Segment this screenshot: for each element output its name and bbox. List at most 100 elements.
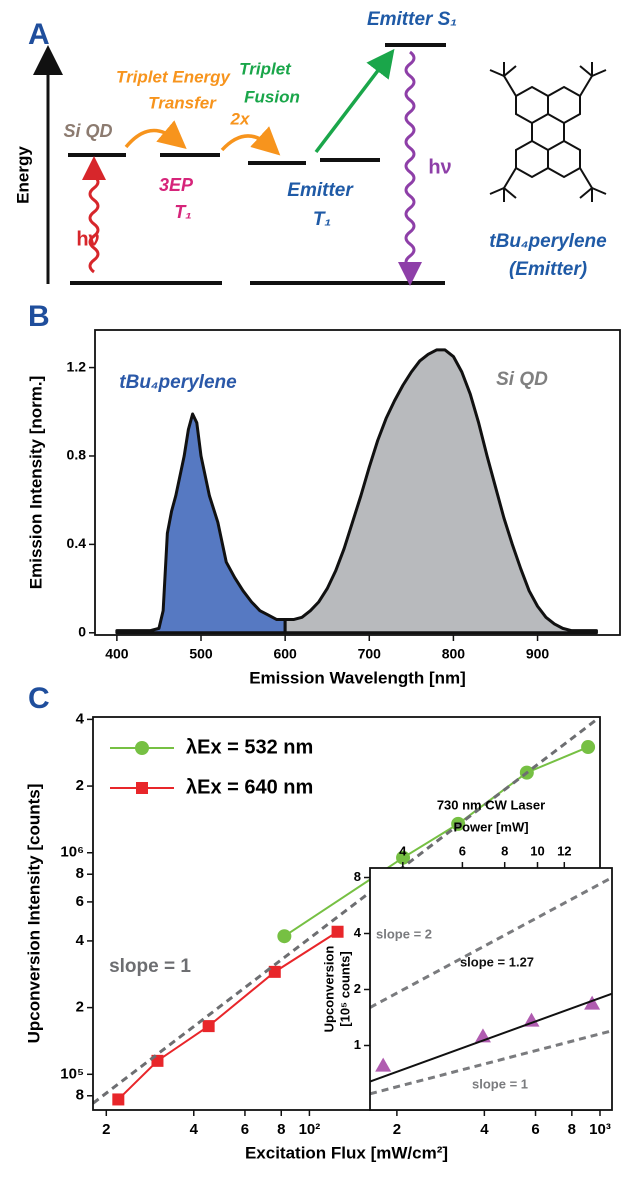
panel-label: A <box>28 18 50 51</box>
x-tick-label: 4 <box>480 1121 489 1138</box>
energy-diagram: Energy Si QD hν Triplet Energy Transfer … <box>13 9 607 286</box>
series-label: Si QD <box>496 369 548 390</box>
marker <box>396 850 411 865</box>
panel-label: B <box>28 300 50 333</box>
x-tick-label: 600 <box>273 646 297 662</box>
y-tick-label: 0 <box>78 623 86 639</box>
x-tick-label: 6 <box>459 843 466 858</box>
legend-marker <box>135 741 149 755</box>
axis-label: Energy <box>13 146 32 204</box>
series-line <box>93 717 600 1105</box>
x-tick-label: 400 <box>105 646 129 662</box>
legend-label: λEx = 532 nm <box>186 736 313 758</box>
x-tick-label: 8 <box>277 1121 285 1138</box>
level-label: Emitter S₁ <box>367 9 457 30</box>
y-axis-label: Upconversion <box>321 946 336 1033</box>
levels <box>68 43 446 285</box>
y-tick-label: 2 <box>76 999 84 1016</box>
y-tick-label: 0.8 <box>67 447 87 463</box>
series-label: slope = 1.27 <box>460 954 534 969</box>
molecule-label: (Emitter) <box>509 259 587 280</box>
y-tick-label: 10⁵ <box>60 1065 84 1082</box>
area <box>115 412 287 635</box>
area <box>283 348 598 635</box>
x-tick-label: 2 <box>393 1121 401 1138</box>
marker <box>277 929 292 944</box>
process-label: Triplet Energy <box>116 67 232 86</box>
y-tick-label: 6 <box>76 893 84 910</box>
y-tick-label: 8 <box>76 865 84 882</box>
level-label: Emitter <box>287 180 354 201</box>
series-line <box>370 1029 612 1096</box>
x-tick-label: 4 <box>190 1121 199 1138</box>
x-tick-label: 500 <box>189 646 213 662</box>
y-tick-label: 4 <box>354 925 362 940</box>
process-label: 2x <box>230 109 251 128</box>
level-label: T₁ <box>313 209 331 230</box>
legend-marker <box>136 782 148 794</box>
y-tick-label: 4 <box>76 710 85 727</box>
panel-label: C <box>28 682 50 715</box>
marker <box>268 965 281 978</box>
series-line <box>370 992 612 1083</box>
x-tick-label: 2 <box>102 1121 110 1138</box>
marker <box>584 995 601 1010</box>
y-tick-label: 2 <box>354 981 361 996</box>
series-label: tBu₄perylene <box>119 372 237 393</box>
y-tick-label: 8 <box>76 1087 84 1104</box>
x-tick-label: 10 <box>530 843 544 858</box>
marker <box>112 1093 125 1106</box>
x-axis-label: Power [mW] <box>453 819 528 834</box>
y-tick-label: 2 <box>76 777 84 794</box>
y-tick-label: 0.4 <box>67 535 87 551</box>
marker <box>581 740 596 755</box>
x-tick-label: 12 <box>557 843 571 858</box>
x-tick-label: 10³ <box>589 1121 611 1138</box>
series-line <box>370 876 612 1009</box>
y-axis-label: Upconversion Intensity [counts] <box>24 784 43 1044</box>
transfer-arrow <box>124 120 187 150</box>
x-tick-label: 6 <box>241 1121 249 1138</box>
series-label: slope = 1 <box>109 956 191 977</box>
marker <box>331 925 344 938</box>
plot-frame <box>94 329 621 636</box>
x-tick-label: 700 <box>358 646 382 662</box>
marker <box>202 1020 215 1033</box>
marker <box>375 1057 392 1072</box>
y-axis-label: [10⁵ counts] <box>337 951 352 1026</box>
plot-frame <box>369 867 613 1111</box>
molecule-label: tBu₄perylene <box>489 231 607 252</box>
process-label: Transfer <box>148 93 217 112</box>
inset-background <box>370 868 612 1110</box>
series-label: slope = 2 <box>376 926 432 941</box>
y-tick-label: 1 <box>354 1037 361 1052</box>
photon-label: hν <box>428 156 451 178</box>
x-tick-label: 900 <box>526 646 550 662</box>
fusion-arrow <box>314 48 395 154</box>
x-tick-label: 6 <box>531 1121 539 1138</box>
x-axis-label: Emission Wavelength [nm] <box>249 668 466 687</box>
level-label: 3EP <box>159 175 194 195</box>
x-tick-label: 8 <box>501 843 508 858</box>
transfer-arrow <box>220 126 281 156</box>
y-tick-label: 4 <box>76 932 85 949</box>
marker <box>523 1012 540 1027</box>
level-label: Si QD <box>63 121 112 141</box>
process-label: Fusion <box>244 87 300 106</box>
y-axis-label: Emission Intensity [norm.] <box>26 376 45 589</box>
emission-arrow <box>398 50 422 286</box>
y-tick-label: 10⁶ <box>60 844 84 861</box>
legend-label: λEx = 640 nm <box>186 776 313 798</box>
x-axis-label: 730 nm CW Laser <box>437 797 545 812</box>
series-label: slope = 1 <box>472 1076 528 1091</box>
level-label: T₁ <box>174 202 191 222</box>
x-tick-label: 10² <box>299 1121 321 1138</box>
x-tick-label: 800 <box>442 646 466 662</box>
y-tick-label: 1.2 <box>67 358 87 374</box>
x-axis-label: Excitation Flux [mW/cm²] <box>245 1143 448 1162</box>
excitation-arrow <box>82 156 106 274</box>
y-tick-label: 8 <box>354 869 361 884</box>
x-tick-label: 4 <box>399 843 407 858</box>
